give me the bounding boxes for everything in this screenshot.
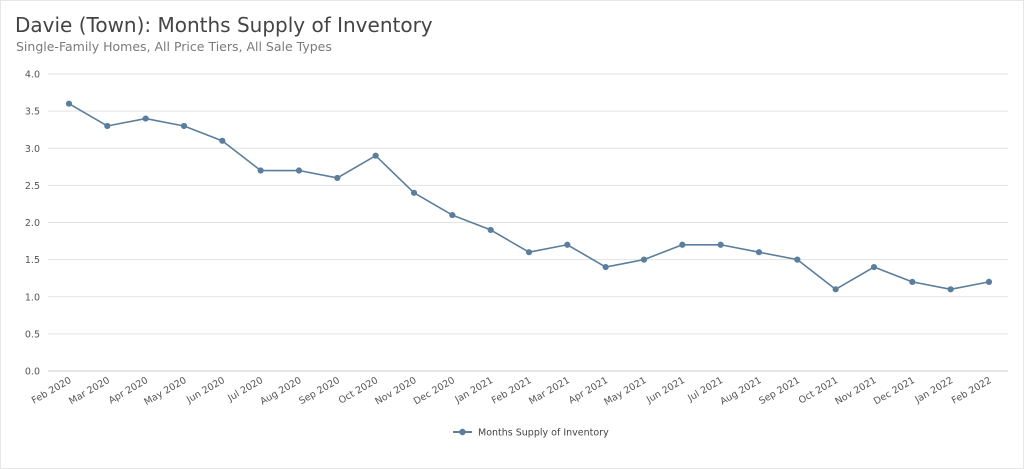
data-point[interactable] xyxy=(180,122,188,130)
data-point[interactable] xyxy=(640,256,648,263)
data-point[interactable] xyxy=(257,167,264,174)
x-tick-label: Mar 2020 xyxy=(67,375,112,407)
data-point[interactable] xyxy=(142,115,149,122)
x-tick-label: Jan 2022 xyxy=(913,375,956,406)
y-tick-label: 3.5 xyxy=(25,107,40,118)
data-point[interactable] xyxy=(487,226,494,234)
data-point[interactable] xyxy=(525,249,533,256)
data-point[interactable] xyxy=(334,174,341,182)
data-point[interactable] xyxy=(985,278,993,285)
data-point[interactable] xyxy=(449,211,456,219)
x-tick-label: Feb 2021 xyxy=(490,375,534,407)
y-tick-label: 4.0 xyxy=(25,70,40,81)
gridlines xyxy=(48,73,1008,372)
x-tick-label: Feb 2020 xyxy=(30,375,74,407)
data-point[interactable] xyxy=(410,189,418,196)
legend-label: Months Supply of Inventory xyxy=(478,428,609,439)
x-tick-label: Feb 2022 xyxy=(950,375,994,407)
x-tick-label: Oct 2020 xyxy=(337,375,380,406)
data-point[interactable] xyxy=(65,100,73,107)
data-point[interactable] xyxy=(219,137,226,144)
y-tick-label: 3.0 xyxy=(25,144,40,155)
x-tick-label: Jun 2021 xyxy=(644,375,687,406)
y-tick-label: 1.0 xyxy=(25,292,40,303)
x-tick-label: Jun 2020 xyxy=(184,375,227,406)
data-point[interactable] xyxy=(794,256,801,263)
x-tick-label: May 2020 xyxy=(142,375,188,408)
x-tick-label: Mar 2021 xyxy=(527,375,572,407)
y-tick-label: 0.0 xyxy=(25,367,40,378)
data-point[interactable] xyxy=(832,286,839,293)
legend-marker-icon xyxy=(459,428,466,436)
y-tick-label: 2.5 xyxy=(25,181,40,192)
legend[interactable]: Months Supply of Inventory xyxy=(453,428,609,439)
x-tick-label: Oct 2021 xyxy=(797,375,840,406)
data-point[interactable] xyxy=(372,152,379,159)
series-group xyxy=(65,100,993,293)
x-tick-label: Dec 2021 xyxy=(872,375,917,407)
x-tick-label: Nov 2021 xyxy=(833,375,878,407)
y-tick-label: 2.0 xyxy=(25,218,40,229)
y-axis-ticks: 0.0 0.5 1.0 1.5 2.0 2.5 3.0 3.5 4.0 xyxy=(25,70,40,378)
data-point[interactable] xyxy=(947,286,954,293)
series-line xyxy=(68,103,990,291)
data-point[interactable] xyxy=(909,278,916,285)
x-tick-label: Sep 2020 xyxy=(297,375,342,407)
chart-title: Davie (Town): Months Supply of Inventory xyxy=(15,13,433,37)
data-point[interactable] xyxy=(755,249,763,256)
data-point[interactable] xyxy=(104,122,111,130)
x-tick-label: Nov 2020 xyxy=(373,375,418,407)
x-tick-label: Dec 2020 xyxy=(412,375,457,407)
y-tick-label: 1.5 xyxy=(25,255,40,266)
y-tick-label: 0.5 xyxy=(25,329,40,340)
x-tick-label: Sep 2021 xyxy=(757,375,802,407)
x-tick-label: Jan 2021 xyxy=(453,375,496,406)
x-tick-label: Aug 2021 xyxy=(718,375,763,407)
x-tick-label: Aug 2020 xyxy=(258,375,303,407)
data-point[interactable] xyxy=(564,241,571,248)
data-point[interactable] xyxy=(870,263,878,271)
data-point[interactable] xyxy=(602,263,609,271)
data-point[interactable] xyxy=(679,241,686,248)
x-tick-label: May 2021 xyxy=(602,375,648,408)
chart-subtitle: Single-Family Homes, All Price Tiers, Al… xyxy=(16,39,332,54)
data-point[interactable] xyxy=(717,241,724,248)
data-point[interactable] xyxy=(295,167,303,174)
